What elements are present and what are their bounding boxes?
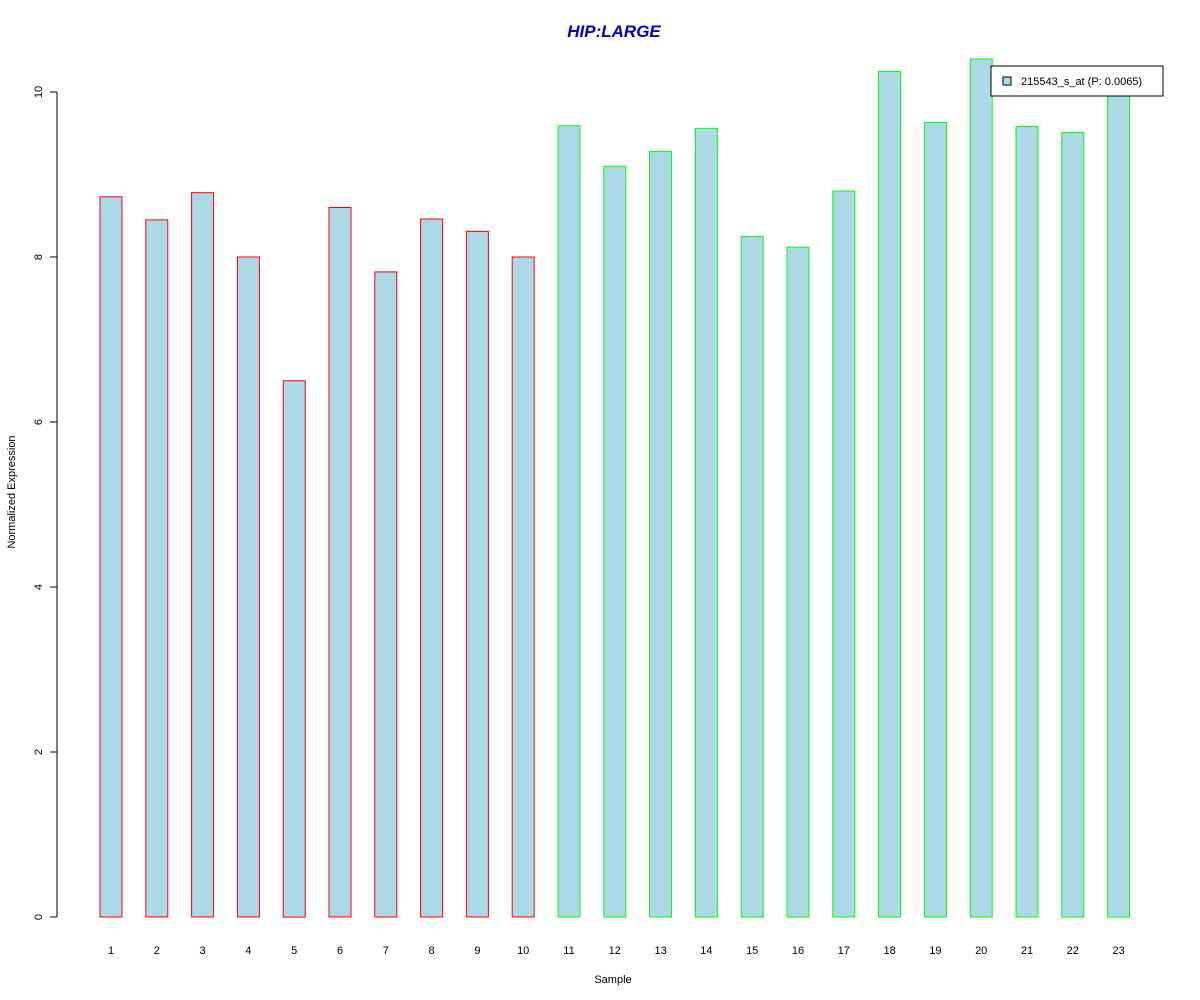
- x-tick-label: 17: [838, 945, 850, 957]
- bar-sample-21: [1015, 126, 1039, 918]
- y-tick-label: 6: [33, 419, 45, 425]
- x-tick-label: 4: [245, 945, 251, 957]
- bars: [99, 58, 1131, 918]
- y-tick-label: 2: [33, 749, 45, 755]
- y-tick-label: 8: [33, 254, 45, 260]
- bar-sample-7: [374, 271, 398, 918]
- x-tick-label: 19: [929, 945, 941, 957]
- x-tick-labels: 1 2 3 4 5 6 7 8 9 10 11 12 13 14 15 16 17 18 19 20 21 22 23: [108, 945, 1125, 957]
- y-tick-label: 10: [33, 86, 45, 98]
- y-axis: 0 2 4 6 8 10: [33, 86, 58, 920]
- bar-sample-18: [878, 70, 902, 918]
- x-tick-label: 1: [108, 945, 114, 957]
- chart-title: HIP:LARGE: [567, 22, 661, 41]
- bar-sample-11: [557, 125, 581, 918]
- x-tick-label: 18: [883, 945, 895, 957]
- bar-sample-19: [923, 122, 947, 918]
- legend-label: 215543_s_at (P: 0.0065): [1021, 76, 1142, 88]
- bar-sample-20: [969, 58, 993, 918]
- bar-sample-6: [328, 207, 352, 918]
- x-tick-label: 2: [154, 945, 160, 957]
- x-tick-label: 20: [975, 945, 987, 957]
- bar-sample-14: [694, 127, 718, 918]
- x-tick-label: 14: [700, 945, 712, 957]
- x-tick-label: 6: [337, 945, 343, 957]
- x-tick-label: 12: [609, 945, 621, 957]
- bar-sample-10: [511, 256, 535, 918]
- bar-sample-22: [1061, 131, 1085, 918]
- bar-sample-15: [740, 235, 764, 918]
- x-tick-label: 11: [563, 945, 574, 957]
- bar-sample-5: [282, 380, 306, 918]
- legend-box: [990, 65, 1164, 97]
- legend-swatch: [1002, 76, 1012, 86]
- bar-sample-17: [832, 190, 856, 918]
- x-axis-label: Sample: [594, 974, 631, 986]
- y-axis-label: Normalized Expression: [6, 435, 18, 548]
- x-tick-label: 23: [1112, 945, 1124, 957]
- bar-sample-1: [99, 196, 123, 918]
- x-tick-label: 8: [429, 945, 435, 957]
- bar-sample-16: [786, 246, 810, 918]
- x-tick-label: 16: [792, 945, 804, 957]
- y-tick-label: 0: [33, 914, 45, 920]
- x-tick-label: 15: [746, 945, 758, 957]
- x-tick-label: 7: [383, 945, 389, 957]
- bar-sample-13: [649, 150, 673, 918]
- bar-sample-12: [603, 165, 627, 918]
- x-tick-label: 3: [200, 945, 206, 957]
- bar-sample-8: [420, 218, 444, 918]
- x-tick-label: 13: [654, 945, 666, 957]
- x-tick-label: 5: [291, 945, 297, 957]
- legend: 215543_s_at (P: 0.0065): [990, 65, 1164, 97]
- bar-sample-3: [191, 192, 215, 918]
- x-tick-label: 21: [1021, 945, 1033, 957]
- x-tick-label: 22: [1067, 945, 1079, 957]
- x-tick-label: 10: [517, 945, 529, 957]
- bar-sample-4: [236, 256, 260, 918]
- bar-sample-9: [465, 230, 489, 918]
- bar-sample-2: [145, 219, 169, 918]
- bar-sample-23: [1107, 91, 1131, 918]
- x-tick-label: 9: [474, 945, 480, 957]
- y-tick-label: 4: [33, 584, 45, 590]
